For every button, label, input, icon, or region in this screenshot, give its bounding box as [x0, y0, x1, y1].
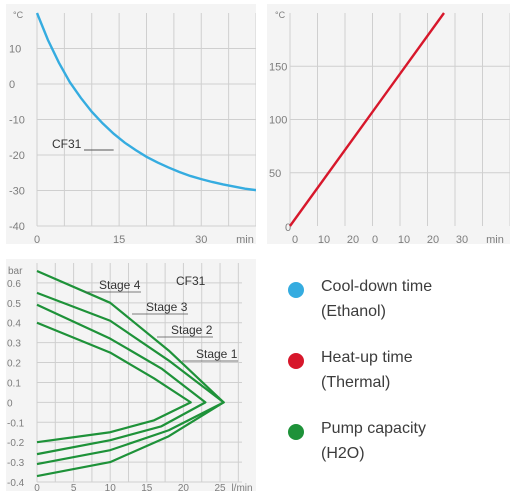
y-tick-label: -0.2: [7, 438, 25, 449]
pump-chart-svg: 0.6 0.5 0.4 0.3 0.2 0.1 0 -0.1 -0.2 -0.3 -0.4 bar 0 5…: [7, 263, 253, 491]
x-tick-label: 0: [292, 234, 298, 244]
series-line-heatup: [289, 12, 445, 227]
heatup-dot-icon: [288, 353, 304, 369]
stage-label: Stage 2: [171, 323, 213, 337]
stage-label: Stage 4: [99, 278, 141, 292]
x-tick-label: 5: [71, 483, 77, 491]
x-tick-label-second: 0: [372, 234, 378, 244]
y-unit-label: °C: [13, 10, 24, 20]
stage-label: Stage 1: [196, 347, 238, 361]
pump-chart: 0.6 0.5 0.4 0.3 0.2 0.1 0 -0.1 -0.2 -0.3 -0.4 bar 0 5…: [6, 259, 256, 491]
legend-label-pump: Pump capacity (H2O): [321, 416, 426, 466]
annotation-cf31: CF31: [52, 137, 82, 151]
legend-cooldown-line2: (Ethanol): [321, 303, 386, 320]
y-tick-label: 0: [285, 222, 291, 234]
x-tick-label: 15: [141, 483, 153, 491]
legend-heatup-line2: (Thermal): [321, 374, 391, 391]
legend-cooldown-line1: Cool-down time: [321, 278, 433, 295]
legend-heatup-line1: Heat-up time: [321, 349, 413, 366]
y-tick-label: -10: [9, 115, 25, 127]
legend-pump-line2: (H2O): [321, 445, 365, 462]
series-line-stage: [36, 321, 192, 444]
y-tick-label: -0.3: [7, 458, 25, 469]
y-tick-label: 0.6: [7, 279, 21, 290]
legend-item-pump: Pump capacity (H2O): [288, 416, 508, 466]
x-tick-label-second: 10: [398, 234, 410, 244]
series-line-stage: [36, 269, 225, 478]
stage-label: Stage 3: [146, 300, 188, 314]
heatup-chart: 50 100 150 °C 0 0 10 20 0 10 20 30 min: [267, 4, 510, 244]
x-tick-label: 30: [195, 234, 207, 244]
y-tick-label: 100: [269, 115, 287, 127]
pump-dot-icon: [288, 424, 304, 440]
y-tick-label: 0: [9, 79, 15, 91]
x-tick-label-second: 30: [456, 234, 468, 244]
series-line-stage: [36, 291, 225, 466]
y-unit-label: bar: [8, 266, 23, 277]
cooldown-dot-icon: [288, 282, 304, 298]
x-tick-label-second: 20: [427, 234, 439, 244]
x-unit-label: l/min: [231, 483, 252, 491]
y-tick-label: -30: [9, 186, 25, 198]
legend-label-cooldown: Cool-down time (Ethanol): [321, 274, 432, 324]
cooldown-chart-svg: 10 0 -10 -20 -30 -40 °C 0 15 30 min CF31: [9, 10, 256, 244]
y-tick-label: 0.1: [7, 378, 21, 389]
chart-title-cf31: CF31: [176, 274, 206, 288]
x-unit-label: min: [236, 234, 254, 244]
x-tick-label: 0: [34, 234, 40, 244]
y-tick-label: 0.4: [7, 319, 21, 330]
legend-pump-line1: Pump capacity: [321, 420, 426, 437]
x-tick-label: 10: [105, 483, 117, 491]
y-unit-label: °C: [275, 10, 286, 20]
x-tick-label: 0: [34, 483, 40, 491]
x-tick-label: 25: [214, 483, 226, 491]
legend-item-heatup: Heat-up time (Thermal): [288, 345, 508, 395]
x-tick-label: 20: [347, 234, 359, 244]
y-tick-label: 0.5: [7, 299, 21, 310]
x-tick-label: 20: [178, 483, 190, 491]
y-tick-label: 0.3: [7, 339, 21, 350]
x-tick-label: 15: [113, 234, 125, 244]
y-tick-label: -40: [9, 221, 25, 233]
y-tick-label: -0.1: [7, 418, 25, 429]
y-tick-label: -20: [9, 150, 25, 162]
legend-label-heatup: Heat-up time (Thermal): [321, 345, 413, 395]
y-tick-label: 0.2: [7, 359, 21, 370]
x-tick-label: 10: [318, 234, 330, 244]
y-tick-label: 10: [9, 44, 21, 56]
y-tick-label: -0.4: [7, 478, 25, 489]
legend-item-cooldown: Cool-down time (Ethanol): [288, 274, 508, 324]
y-tick-label: 50: [269, 168, 281, 180]
series-line-cooldown: [35, 12, 256, 192]
cooldown-chart: 10 0 -10 -20 -30 -40 °C 0 15 30 min CF31: [6, 4, 256, 244]
y-tick-label: 150: [269, 61, 287, 73]
y-tick-label: 0: [7, 398, 13, 409]
x-unit-label: min: [486, 234, 504, 244]
series-line-stage: [36, 303, 207, 456]
